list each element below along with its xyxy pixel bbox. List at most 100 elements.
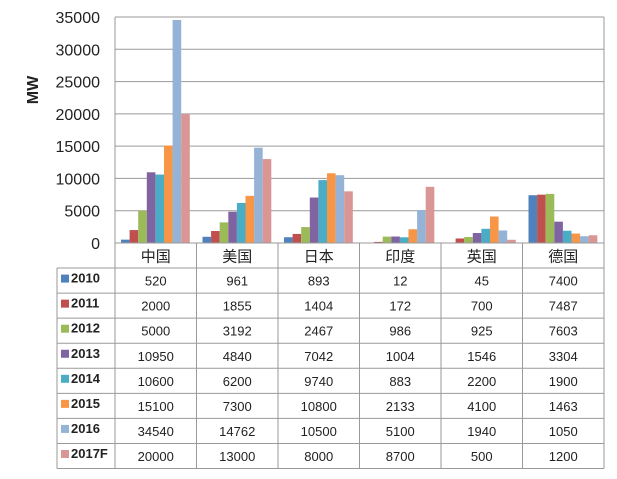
table-row: 2010 520 961 893 12 45 7400 (61, 271, 578, 289)
bar-2017F-印度 (425, 186, 435, 243)
bar-2015-英国 (490, 216, 499, 243)
bar-2012-德国 (545, 193, 555, 243)
table-cell-value: 5000 (141, 324, 170, 339)
legend-label: 2013 (71, 346, 100, 361)
table-cell-value: 500 (471, 449, 493, 464)
table-cell-value: 925 (471, 324, 493, 339)
table-cell-value: 10950 (138, 349, 174, 364)
table-cell-value: 7603 (549, 324, 578, 339)
category-label: 日本 (304, 249, 334, 266)
bar-2013-中国 (146, 172, 156, 243)
legend-label: 2017F (71, 446, 108, 461)
table-cell-value: 2467 (304, 324, 333, 339)
table-cell-value: 20000 (138, 449, 174, 464)
table-row: 2017F 20000 13000 8000 8700 500 1200 (61, 446, 578, 464)
bar-2010-中国 (121, 239, 130, 243)
table-cell-value: 10600 (138, 374, 174, 389)
bar-2016-中国 (172, 19, 182, 243)
category-label: 德国 (548, 248, 578, 266)
bar-2010-日本 (284, 237, 293, 243)
bar-2013-英国 (472, 233, 482, 243)
table-cell-value: 893 (308, 274, 330, 289)
bar-2016-日本 (335, 175, 345, 243)
bar-2011-日本 (292, 233, 302, 243)
table-row: 2012 5000 3192 2467 986 925 7603 (61, 321, 578, 339)
bar-2014-印度 (399, 237, 409, 243)
table-cell-value: 3304 (549, 349, 578, 364)
bar-2016-印度 (417, 210, 426, 243)
legend-key (61, 349, 69, 358)
bar-2012-美国 (219, 222, 229, 243)
bar-2013-德国 (554, 221, 563, 243)
category-label: 英国 (467, 248, 497, 266)
table-cell-value: 2200 (467, 374, 496, 389)
bar-2013-日本 (309, 197, 319, 243)
legend-key (61, 374, 69, 383)
table-cell-value: 1004 (386, 349, 415, 364)
bar-2014-美国 (236, 202, 246, 243)
table-cell-value: 8700 (386, 449, 415, 464)
category-label: 中国 (141, 249, 171, 266)
table-cell-value: 10800 (301, 399, 337, 414)
table-row: 2013 10950 4840 7042 1004 1546 3304 (61, 346, 578, 364)
table-cell-value: 1463 (549, 399, 578, 414)
bar-2015-日本 (327, 173, 336, 243)
bar-2016-英国 (498, 230, 508, 243)
legend-label: 2010 (71, 271, 100, 286)
bar-2010-德国 (528, 195, 538, 243)
legend-key (61, 324, 69, 333)
table-cell-value: 1855 (223, 299, 252, 314)
table-cell-value: 12 (393, 274, 407, 289)
y-tick-label: 15000 (56, 139, 101, 156)
legend-label: 2014 (71, 371, 101, 386)
y-tick-label: 30000 (56, 42, 101, 59)
bar-2017F-英国 (507, 239, 516, 243)
legend-key (61, 424, 69, 433)
table-cell-value: 1900 (549, 374, 578, 389)
bar-2017F-德国 (588, 235, 598, 243)
bar-2012-日本 (301, 227, 310, 243)
bar-2016-德国 (580, 236, 589, 243)
table-cell-value: 9740 (304, 374, 333, 389)
table-cell-value: 1404 (304, 299, 333, 314)
bar-2011-美国 (211, 231, 220, 243)
table-cell-value: 4100 (467, 399, 496, 414)
legend-key (61, 399, 69, 408)
bar-2017F-中国 (181, 113, 190, 243)
bar-2011-中国 (129, 230, 139, 243)
table-row: 2016 34540 14762 10500 5100 1940 1050 (61, 421, 578, 439)
table-cell-value: 172 (389, 299, 411, 314)
table-cell-value: 1050 (549, 424, 578, 439)
bar-2016-美国 (254, 147, 263, 243)
bar-2014-德国 (562, 230, 572, 243)
legend-key (61, 449, 69, 458)
table-cell-value: 883 (389, 374, 411, 389)
bar-2014-日本 (318, 180, 327, 243)
table-cell-value: 34540 (138, 424, 174, 439)
table-cell-value: 4840 (223, 349, 252, 364)
table-cell-value: 1546 (467, 349, 496, 364)
table-cell-value: 5100 (386, 424, 415, 439)
category-label: 印度 (385, 249, 415, 266)
bar-2015-中国 (164, 145, 173, 243)
legend-label: 2012 (71, 321, 100, 336)
bar-2014-英国 (481, 228, 490, 243)
legend-label: 2011 (71, 296, 99, 311)
y-tick-label: 35000 (56, 10, 101, 27)
table-cell-value: 45 (475, 274, 489, 289)
bar-2015-德国 (571, 233, 581, 243)
legend-label: 2015 (71, 396, 100, 411)
table-cell-value: 520 (145, 274, 167, 289)
y-tick-label: 10000 (56, 171, 101, 188)
table-cell-value: 1940 (467, 424, 496, 439)
bar-2011-德国 (537, 194, 546, 243)
table-cell-value: 14762 (219, 424, 255, 439)
bar-2011-英国 (455, 238, 465, 243)
bar-2017F-日本 (344, 191, 353, 243)
bar-2017F-美国 (262, 159, 272, 243)
bar-2010-美国 (202, 236, 212, 243)
table-cell-value: 961 (226, 274, 248, 289)
table-cell-value: 7487 (549, 299, 578, 314)
y-tick-label: 25000 (56, 75, 101, 92)
